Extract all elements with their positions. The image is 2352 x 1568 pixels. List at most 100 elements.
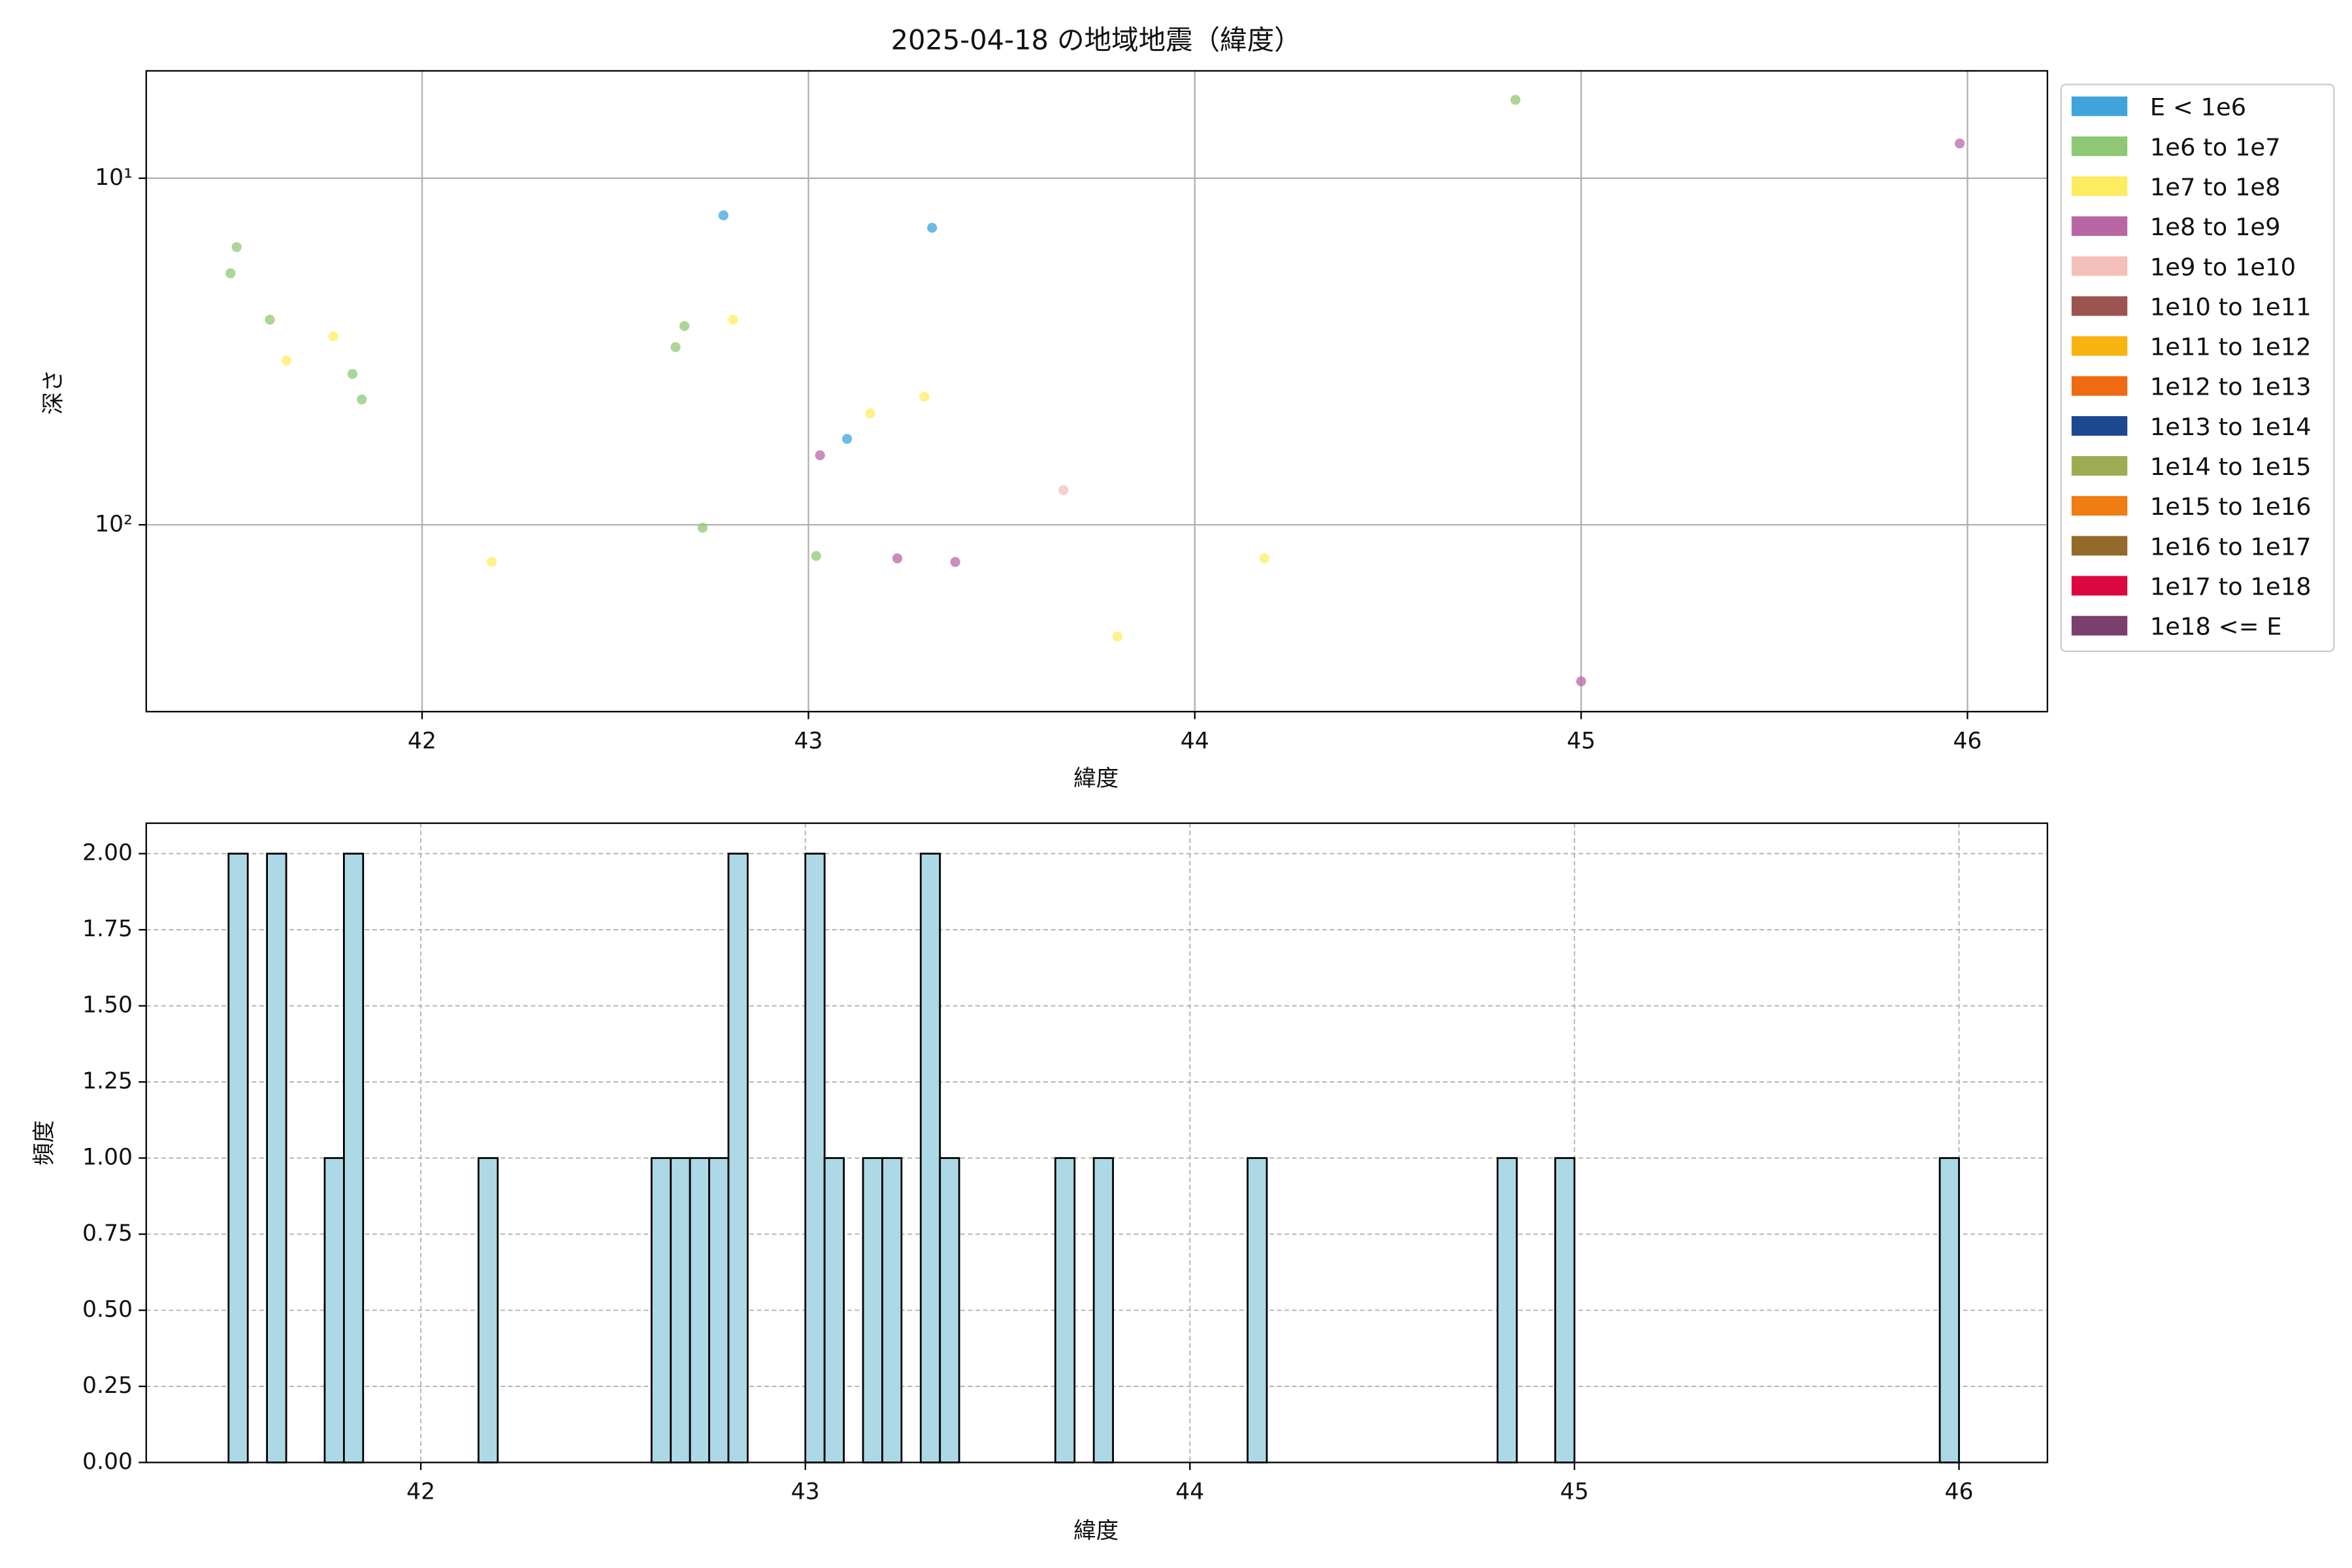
legend-label: 1e10 to 1e11 (2150, 293, 2311, 321)
bar (670, 1157, 691, 1463)
legend-swatch (2071, 456, 2128, 476)
y-tick-label: 2.00 (82, 840, 133, 866)
bar (919, 853, 941, 1463)
plot-frame (145, 822, 2048, 1463)
legend-swatch (2071, 536, 2128, 556)
x-tick-label: 43 (794, 728, 823, 754)
bar (727, 853, 749, 1463)
data-point (815, 450, 825, 461)
x-axis-label: 緯度 (1073, 766, 1119, 792)
y-tick-label: 1.00 (82, 1145, 133, 1171)
y-axis-label: 頻度 (31, 1120, 57, 1166)
bar (823, 1157, 845, 1463)
bar (650, 1157, 672, 1463)
legend-swatch (2071, 336, 2128, 356)
legend-label: 1e16 to 1e17 (2150, 532, 2311, 561)
data-point (865, 408, 875, 419)
bar (227, 853, 249, 1463)
legend-label: 1e9 to 1e10 (2150, 253, 2296, 281)
bar (939, 1157, 960, 1463)
chart-title: 2025-04-18 の地域地震（緯度） (891, 24, 1301, 56)
data-point (357, 394, 367, 405)
legend-label: 1e8 to 1e9 (2150, 213, 2281, 241)
data-point (670, 342, 681, 352)
legend-label: 1e14 to 1e15 (2150, 453, 2311, 481)
data-point (281, 355, 292, 366)
bar (689, 1157, 710, 1463)
data-point (348, 368, 358, 379)
legend-label: 1e17 to 1e18 (2150, 573, 2311, 601)
bar (1554, 1157, 1576, 1463)
x-tick-label: 42 (406, 1479, 435, 1505)
plot-frame (145, 70, 2048, 713)
legend-swatch (2071, 296, 2128, 316)
legend-label: 1e13 to 1e14 (2150, 413, 2311, 441)
legend-swatch (2071, 615, 2128, 636)
x-axis-label: 緯度 (1073, 1518, 1119, 1544)
bar (862, 1157, 883, 1463)
data-point (841, 434, 853, 444)
data-point (1576, 676, 1586, 687)
y-tick-label: 1.75 (82, 916, 133, 942)
bar (266, 853, 287, 1463)
legend-swatch (2071, 176, 2128, 196)
legend-swatch (2071, 496, 2128, 516)
data-point (1058, 485, 1069, 495)
bar (323, 1157, 345, 1463)
data-point (919, 391, 930, 402)
data-point (1954, 139, 1965, 149)
bar (1092, 1157, 1114, 1463)
y-tick-label: 0.25 (82, 1373, 133, 1399)
x-tick-label: 44 (1175, 1479, 1204, 1505)
legend-label: 1e11 to 1e12 (2150, 333, 2311, 361)
y-tick-label: 1.50 (82, 992, 133, 1019)
legend-label: 1e6 to 1e7 (2150, 133, 2281, 161)
data-point (927, 223, 938, 233)
data-point (950, 557, 960, 567)
legend-swatch (2071, 136, 2128, 156)
data-point (1112, 631, 1123, 642)
legend-swatch (2071, 576, 2128, 596)
data-point (1510, 95, 1521, 105)
data-point (718, 210, 728, 221)
legend-label: 1e18 <= E (2150, 613, 2282, 641)
data-point (811, 551, 821, 561)
data-point (892, 553, 903, 564)
x-tick-label: 46 (1953, 728, 1982, 754)
x-tick-label: 46 (1944, 1479, 1973, 1505)
legend-label: 1e12 to 1e13 (2150, 373, 2311, 401)
bar (881, 1157, 903, 1463)
legend-swatch (2071, 376, 2128, 396)
bar (804, 853, 826, 1463)
data-point (1259, 553, 1269, 564)
legend-swatch (2071, 96, 2128, 116)
data-point (679, 321, 690, 331)
x-tick-label: 44 (1181, 728, 1209, 754)
bar (478, 1157, 499, 1463)
legend-swatch (2071, 216, 2128, 237)
x-tick-label: 45 (1560, 1479, 1589, 1505)
y-tick-label: 0.75 (82, 1220, 133, 1247)
data-point (328, 331, 338, 342)
y-tick-label: 0.50 (82, 1296, 133, 1322)
y-tick-label: 1.25 (82, 1068, 133, 1094)
bar (342, 853, 365, 1463)
y-tick-label: 10¹ (95, 165, 133, 191)
y-tick-label: 0.00 (82, 1448, 133, 1475)
data-point (231, 242, 242, 252)
bar (1496, 1157, 1518, 1463)
x-tick-label: 42 (408, 728, 436, 754)
x-tick-label: 45 (1567, 728, 1595, 754)
bar (1054, 1157, 1076, 1463)
bar (708, 1157, 730, 1463)
y-axis-label: 深さ (41, 369, 67, 414)
data-point (225, 268, 236, 278)
legend-swatch (2071, 416, 2128, 436)
x-tick-label: 43 (791, 1479, 820, 1505)
data-point (697, 523, 708, 533)
legend-label: 1e7 to 1e8 (2150, 173, 2281, 201)
data-point (728, 314, 738, 325)
